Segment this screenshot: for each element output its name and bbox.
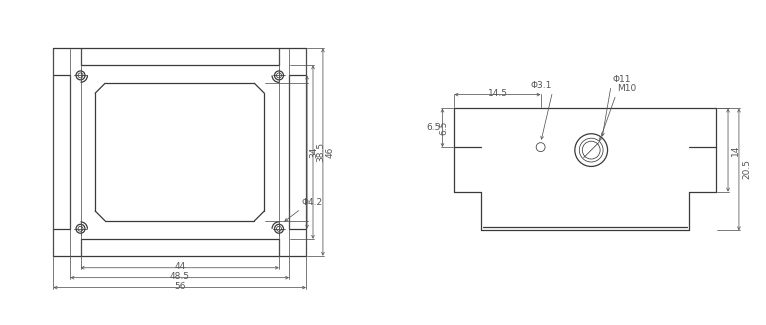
Text: 44: 44 — [174, 262, 185, 271]
Text: Φ11: Φ11 — [612, 75, 630, 84]
Text: 48.5: 48.5 — [170, 272, 190, 280]
Text: 38.5: 38.5 — [316, 142, 325, 162]
Text: Φ3.1: Φ3.1 — [531, 81, 552, 90]
Text: 46: 46 — [326, 146, 335, 158]
Text: 6.5: 6.5 — [440, 121, 449, 135]
Text: 14: 14 — [731, 144, 740, 156]
Text: M10: M10 — [617, 84, 637, 93]
Text: 34: 34 — [309, 146, 318, 158]
Text: 20.5: 20.5 — [742, 160, 751, 179]
Text: Φ4.2: Φ4.2 — [302, 198, 323, 207]
Text: 6.5: 6.5 — [426, 123, 440, 132]
Text: 14.5: 14.5 — [487, 88, 508, 98]
Text: 56: 56 — [174, 281, 185, 291]
